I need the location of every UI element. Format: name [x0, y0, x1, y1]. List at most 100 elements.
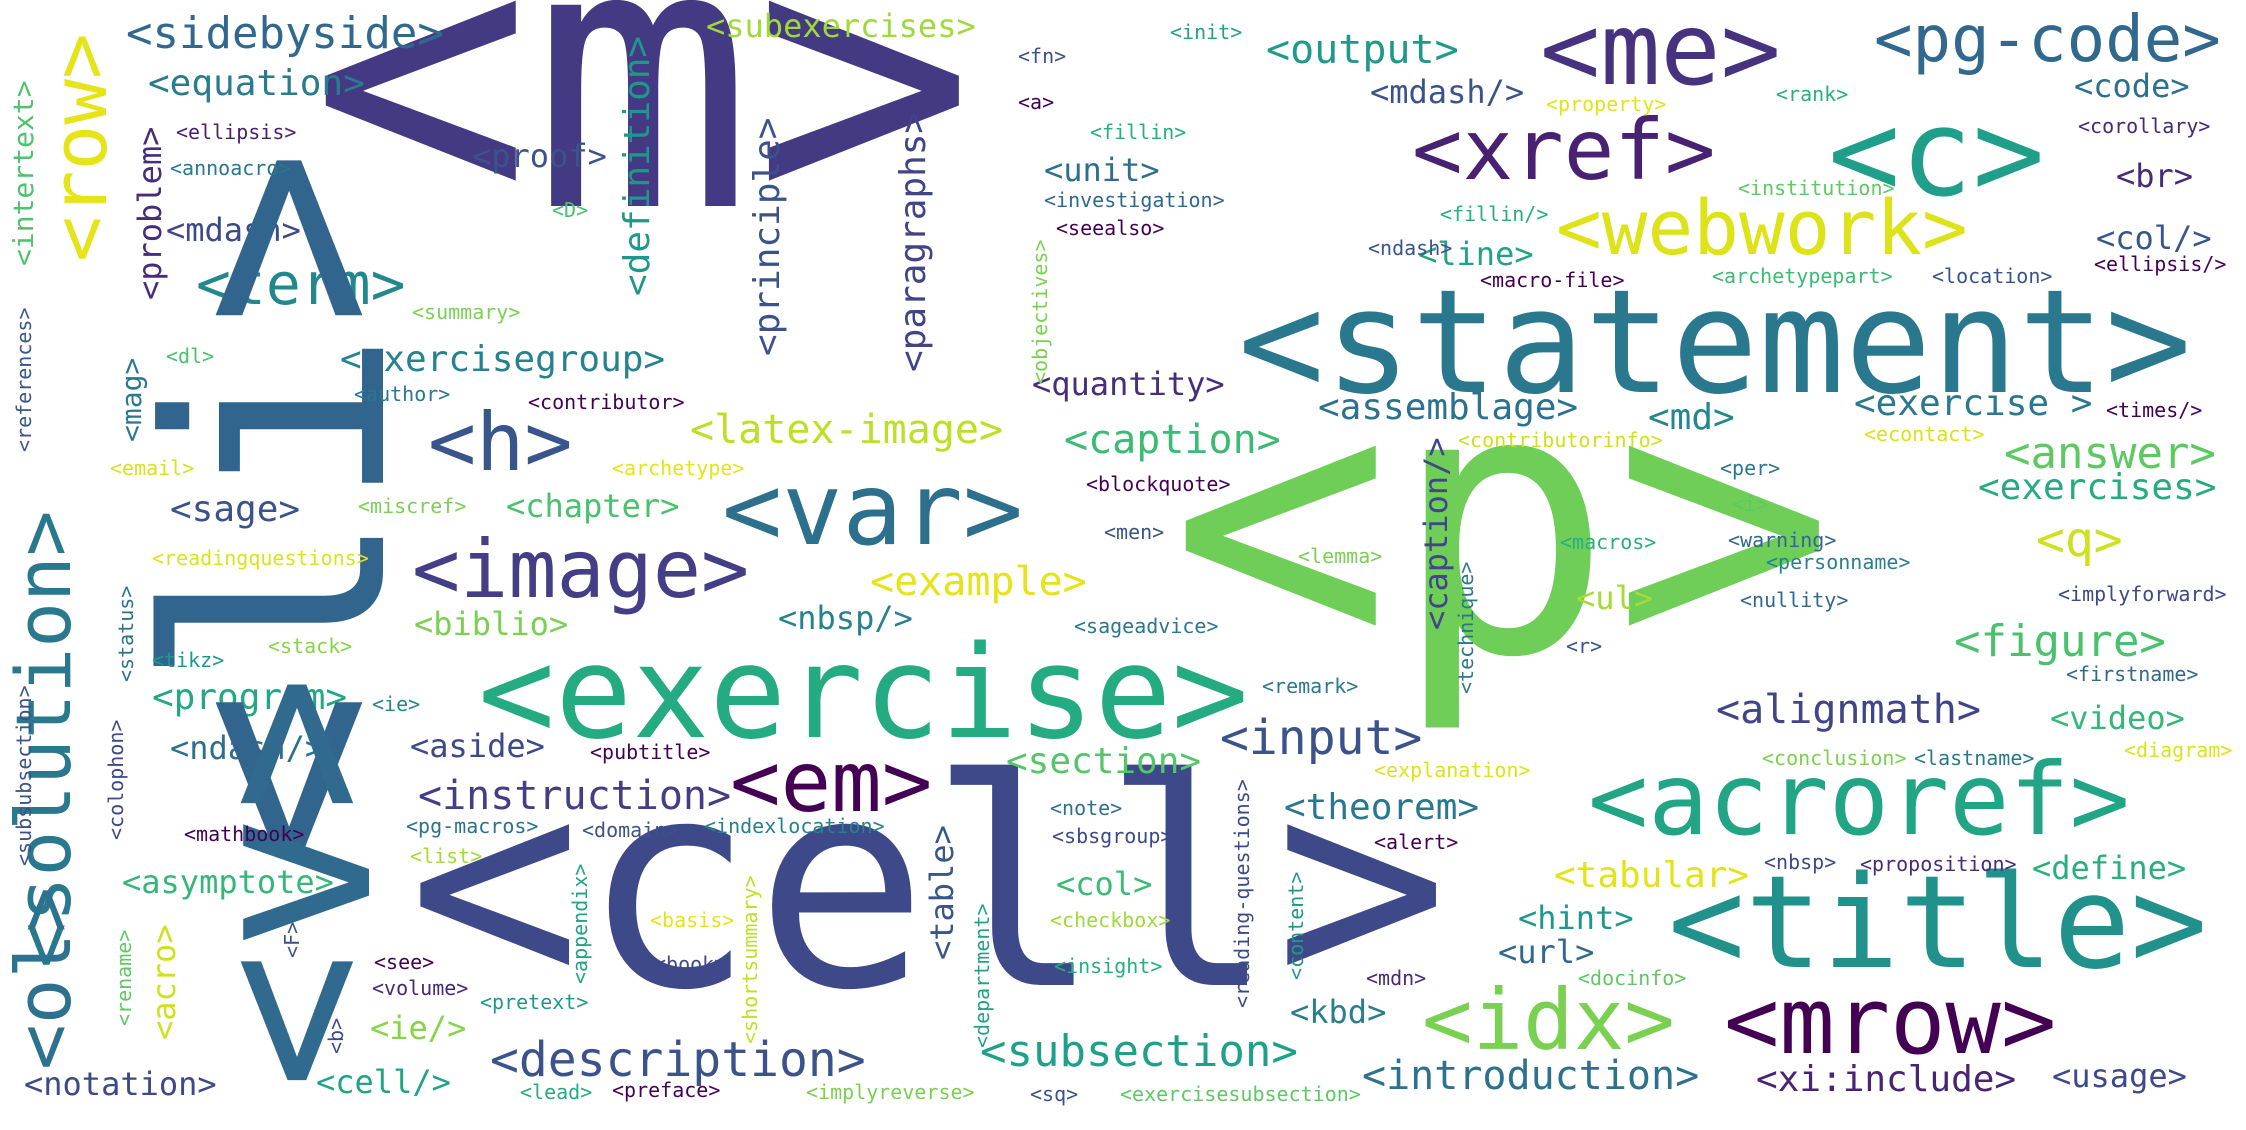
word: <contributor> [528, 390, 685, 414]
word: <contributorinfo> [1458, 428, 1663, 452]
word: <webwork> [1556, 183, 1968, 272]
word: <basis> [650, 908, 735, 932]
word: <output> [1266, 27, 1459, 73]
word: <proposition> [1860, 852, 2017, 876]
word: <ie> [372, 692, 421, 716]
word: <description> [490, 1032, 866, 1088]
word: <lastname> [1914, 746, 2035, 770]
word: <implyreverse> [806, 1080, 975, 1104]
word: <investigation> [1044, 188, 1225, 212]
word: <p> [1170, 309, 1835, 738]
word: <pubtitle> [590, 740, 711, 764]
word: <h> [428, 396, 573, 489]
word: <hint> [1518, 899, 1634, 937]
word: <readingquestions> [152, 546, 369, 570]
word: <acroref> [1588, 741, 2130, 858]
word: <warning> [1728, 528, 1837, 552]
word: <corollary> [2078, 114, 2211, 138]
word: <lemma> [1298, 544, 1383, 568]
word: <code> [2074, 67, 2190, 105]
word: <ndash/> [170, 729, 325, 767]
word: <define> [2032, 849, 2187, 887]
word: <exercisegroup> [340, 339, 666, 380]
word: <rank> [1776, 82, 1849, 106]
word: <kbd> [1290, 993, 1387, 1031]
word: <note> [1050, 796, 1123, 820]
word: <em> [730, 733, 933, 831]
word: <objectives> [1028, 239, 1052, 385]
word: <tabular> [1554, 855, 1750, 896]
word: <usage> [2052, 1057, 2187, 1095]
word: <theorem> [1284, 787, 1480, 828]
word: <archetypepart> [1712, 264, 1893, 288]
word: <aside> [410, 727, 545, 765]
word: <subsection> [980, 1026, 1298, 1077]
word: <colophon> [104, 719, 128, 840]
word: <ie/> [370, 1009, 467, 1047]
word: <asymptote> [122, 863, 334, 901]
word: <content> [1284, 871, 1308, 980]
word: <me> [1540, 0, 1781, 108]
word: <exercise> [478, 619, 1249, 768]
word: <acro> [145, 924, 183, 1040]
word: <pg-code> [1874, 3, 2221, 77]
word: <preface> [612, 1078, 721, 1102]
word: <status> [114, 585, 138, 682]
word: <input> [1220, 710, 1423, 766]
word: <insight> [1054, 954, 1163, 978]
word: <macro-file> [1480, 268, 1625, 292]
word: <c> [1828, 85, 2045, 224]
word: <figure> [1954, 616, 2166, 667]
word: <q> [2036, 512, 2123, 568]
word: <summary> [412, 300, 521, 324]
word: <book> [654, 952, 727, 976]
word: <mrow> [1724, 968, 2057, 1075]
word: <idx> [1422, 971, 1675, 1069]
word: <xi:include> [1756, 1059, 2017, 1100]
word: <var> [722, 451, 1024, 568]
word: <exercisesubsection> [1120, 1082, 1361, 1106]
word: <col> [1056, 865, 1153, 903]
word: <sbsgroup> [1052, 824, 1173, 848]
word: <exercises> [1978, 467, 2217, 508]
word: <F> [280, 921, 304, 958]
word: <author> [354, 382, 451, 406]
word: <br> [2116, 157, 2194, 195]
word: <firstname> [2066, 662, 2199, 686]
word: <sageadvice> [1074, 614, 1219, 638]
word: <video> [2050, 699, 2185, 737]
word: <title> [1668, 849, 2208, 998]
word: <introduction> [1362, 1053, 1700, 1099]
word: <checkbox> [1050, 908, 1171, 932]
word: <docinfo> [1578, 966, 1687, 990]
word: <subsubsection> [12, 685, 36, 866]
word: <instruction> [418, 773, 732, 819]
word: <alignmath> [1716, 687, 1981, 733]
word: <biblio> [414, 605, 569, 643]
word: <domain> [582, 818, 679, 842]
word: <property> [1546, 92, 1667, 116]
word: <conclusion> [1762, 746, 1907, 770]
word: <indexlocation> [704, 814, 885, 838]
word: <section> [1006, 741, 1202, 782]
word: <statement> [1238, 258, 2192, 426]
word: <i> [1732, 492, 1769, 516]
word: <explanation> [1374, 758, 1531, 782]
word: <nbsp/> [778, 599, 913, 637]
word: <program> [152, 677, 348, 718]
word: <v> [157, 674, 424, 1090]
word: <xref> [1412, 101, 1716, 199]
word: <mdash> [166, 211, 301, 249]
word: <col/> [2096, 219, 2212, 257]
word: <seealso> [1056, 216, 1165, 240]
word: <sage> [170, 489, 301, 530]
word: <times/> [2106, 398, 2203, 422]
word: <mathbook> [184, 822, 305, 846]
word: <men> [1104, 520, 1165, 544]
word: <references> [12, 307, 36, 453]
word: <ellipsis> [176, 120, 297, 144]
word: <term> [196, 250, 406, 318]
word: <fn> [1018, 44, 1067, 68]
word: <m> [310, 0, 975, 293]
